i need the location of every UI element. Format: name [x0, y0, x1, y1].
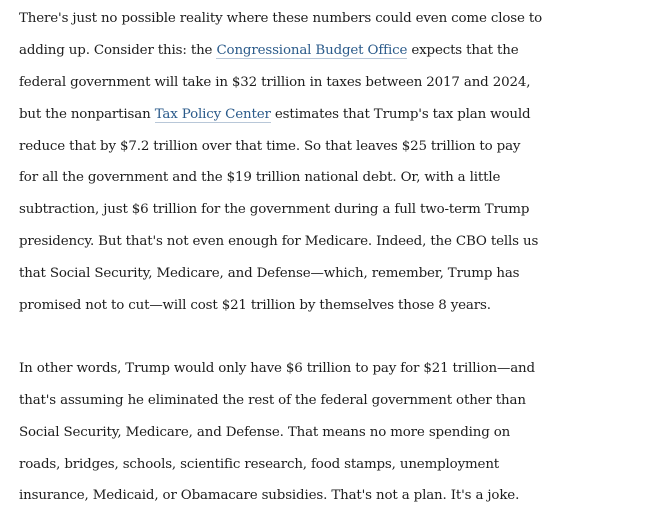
paragraph-1: There's just no possible reality where t…: [19, 3, 649, 322]
text-fragment: expects that the: [407, 42, 519, 58]
paragraph-2: In other words, Trump would only have $6…: [19, 353, 649, 512]
text-line: Social Security, Medicare, and Defense. …: [19, 424, 511, 440]
text-line: but the nonpartisan Tax Policy Center es…: [19, 99, 649, 131]
text-line: federal government will take in $32 tril…: [19, 74, 531, 90]
text-line: subtraction, just $6 trillion for the go…: [19, 202, 530, 218]
article-body: There's just no possible reality where t…: [19, 3, 649, 512]
text-line: that Social Security, Medicare, and Defe…: [19, 266, 520, 282]
text-line: adding up. Consider this: the Congressio…: [19, 35, 649, 67]
text-line: insurance, Medicaid, or Obamacare subsid…: [19, 488, 520, 504]
text-line: that's assuming he eliminated the rest o…: [19, 392, 526, 408]
text-line: reduce that by $7.2 trillion over that t…: [19, 138, 521, 154]
text-fragment: estimates that Trump's tax plan would: [270, 106, 531, 122]
congressional-budget-office-link[interactable]: Congressional Budget Office: [216, 42, 408, 59]
text-fragment: but the nonpartisan: [19, 106, 155, 122]
text-line: There's just no possible reality where t…: [19, 11, 542, 26]
text-line: presidency. But that's not even enough f…: [19, 234, 539, 250]
text-line: In other words, Trump would only have $6…: [19, 360, 535, 376]
tax-policy-center-link[interactable]: Tax Policy Center: [154, 106, 271, 123]
text-fragment: adding up. Consider this: the: [19, 42, 217, 58]
text-line: for all the government and the $19 trill…: [19, 170, 501, 186]
text-line: promised not to cut—will cost $21 trilli…: [19, 298, 491, 314]
text-line: roads, bridges, schools, scientific rese…: [19, 456, 500, 472]
